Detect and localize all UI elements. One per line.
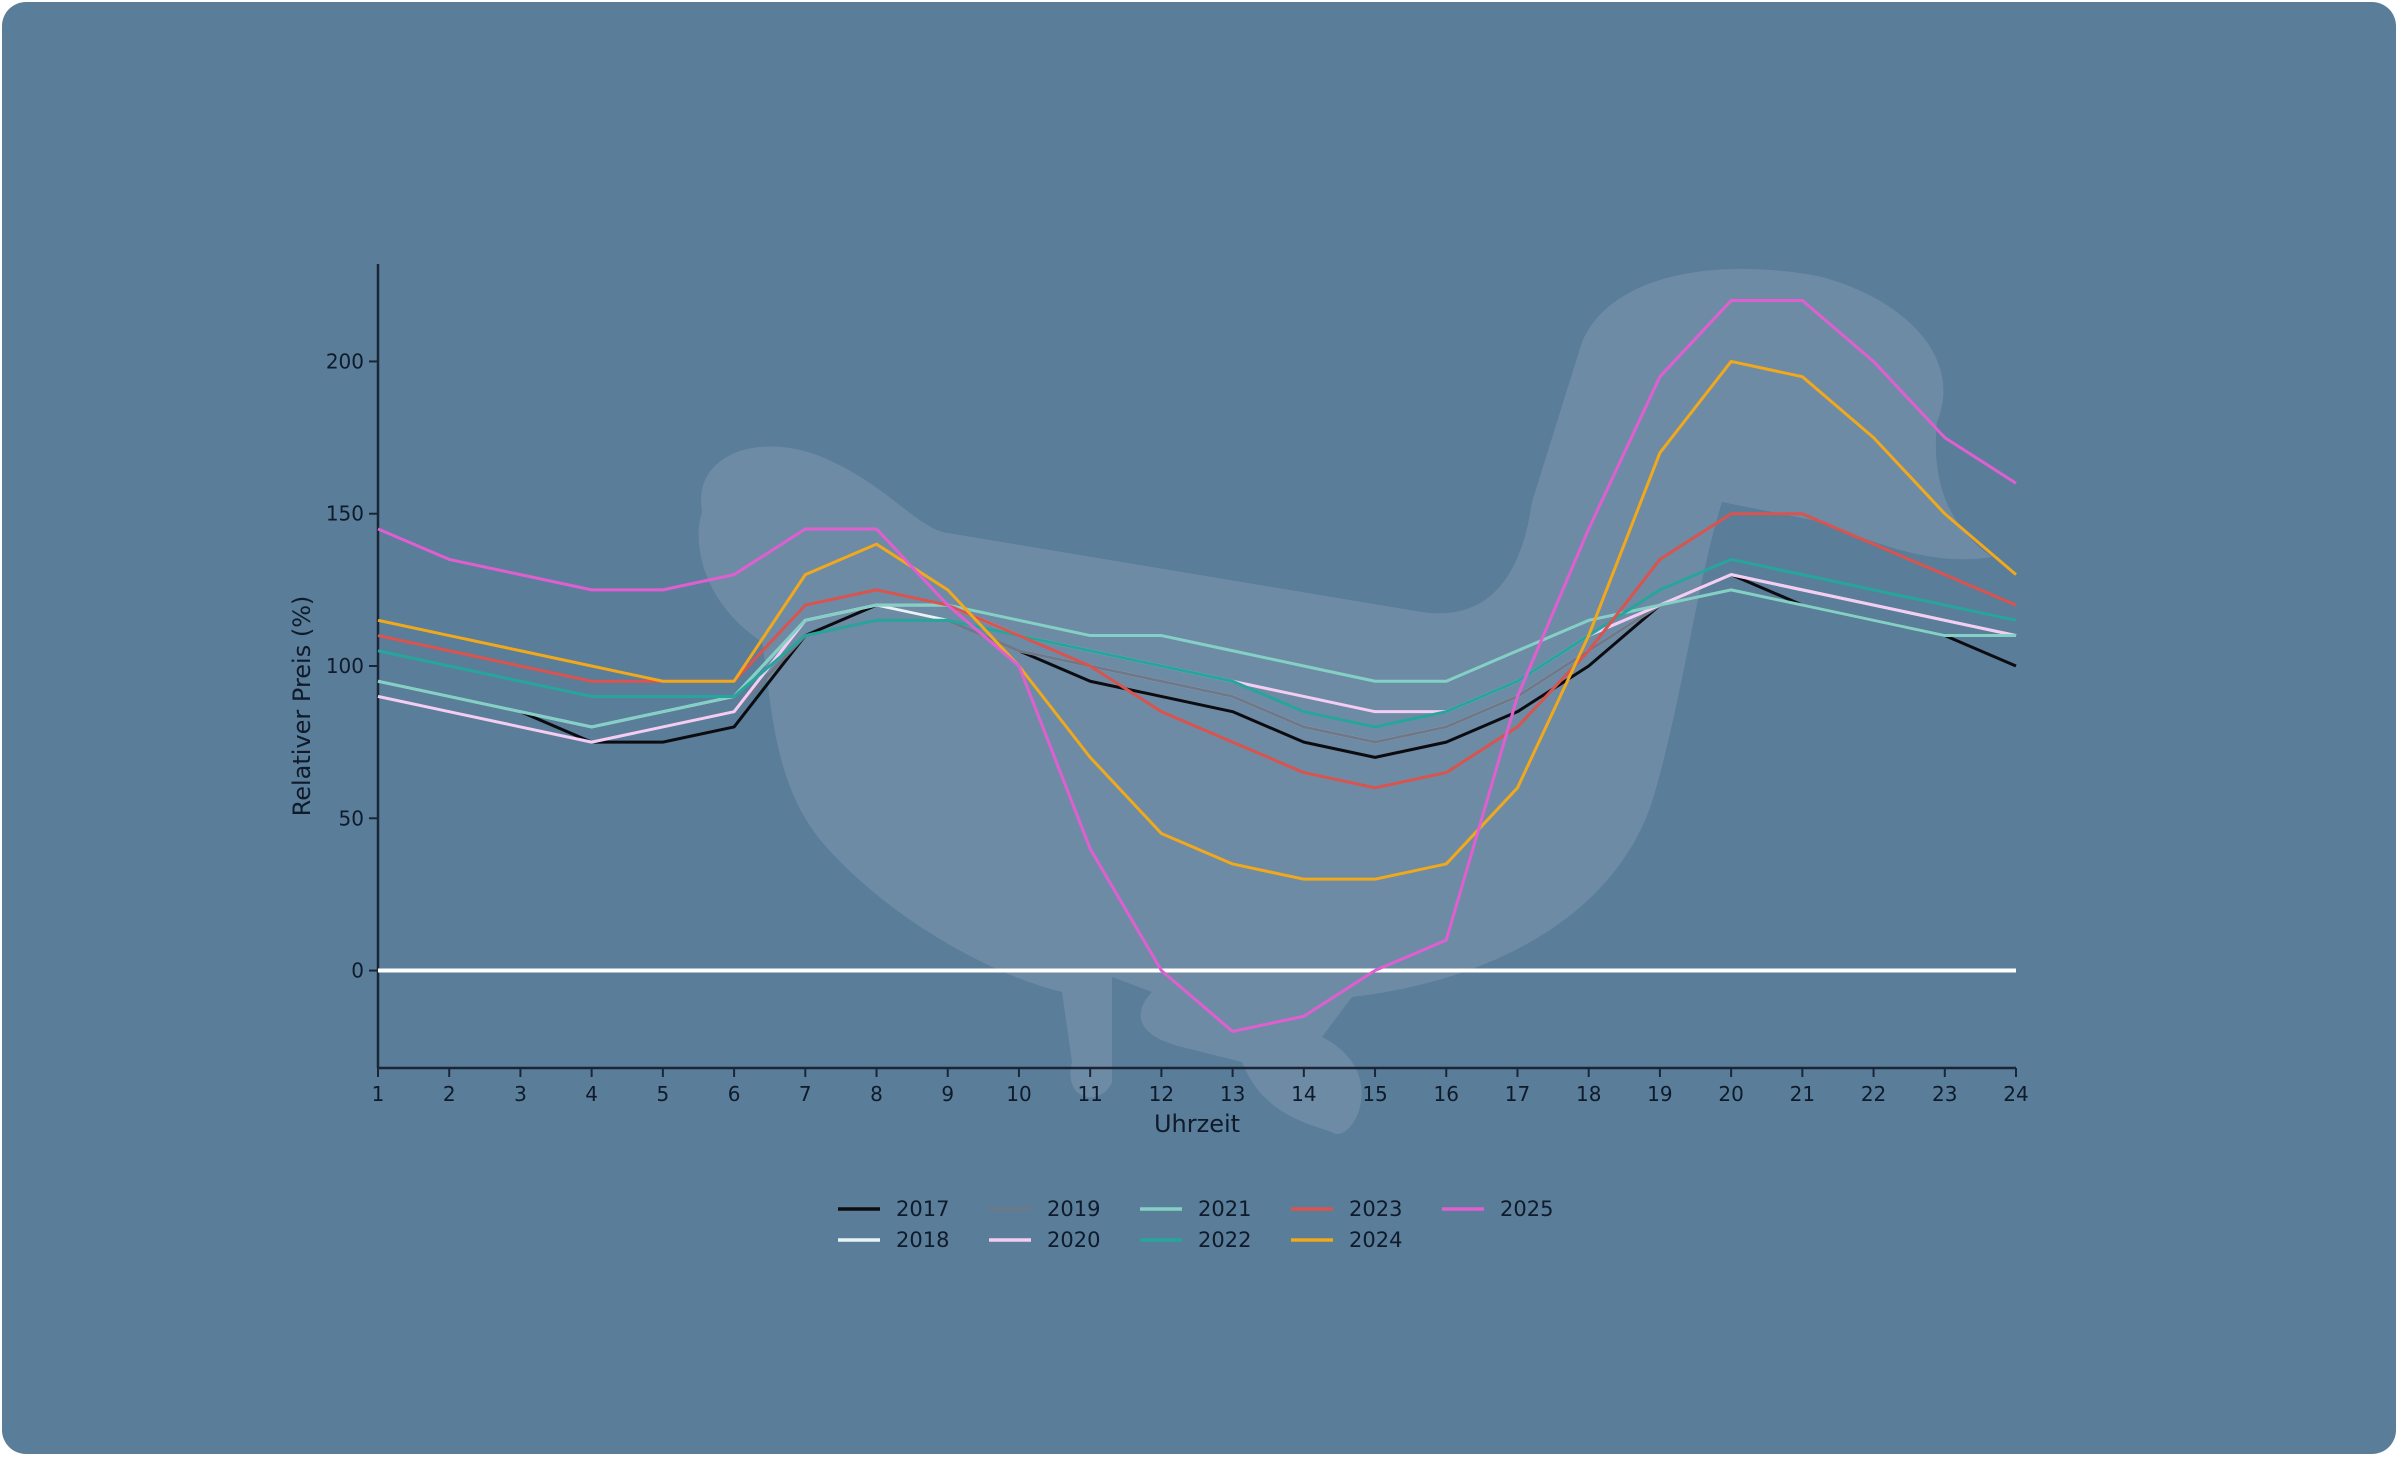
duck-watermark-icon: [698, 268, 1993, 1134]
y-tick-label: 50: [339, 806, 364, 830]
x-tick-label: 14: [1291, 1082, 1316, 1106]
x-tick-label: 16: [1434, 1082, 1459, 1106]
x-tick-label: 1: [372, 1082, 385, 1106]
legend: 2017 2018 2019 2020 2021 2022 2023 2024 2025: [838, 1197, 1553, 1252]
x-tick-label: 9: [941, 1082, 954, 1106]
x-tick-label: 10: [1006, 1082, 1031, 1106]
y-axis-title: Relativer Preis (%): [288, 596, 316, 817]
legend-label-2018: 2018: [896, 1228, 949, 1252]
x-tick-label: 17: [1505, 1082, 1530, 1106]
series-line-2021: [377, 588, 2016, 729]
series-line-2022: [377, 557, 2017, 729]
legend-label-2019: 2019: [1047, 1197, 1100, 1221]
series-line-2024: [377, 359, 2017, 881]
y-tick-label: 100: [326, 654, 364, 678]
x-tick-label: 21: [1790, 1082, 1815, 1106]
x-tick-label: 8: [870, 1082, 883, 1106]
x-tick-label: 24: [2003, 1082, 2028, 1106]
legend-label-2017: 2017: [896, 1197, 949, 1221]
legend-label-2024: 2024: [1349, 1228, 1402, 1252]
legend-label-2022: 2022: [1198, 1228, 1251, 1252]
series-line-2023: [377, 512, 2017, 790]
legend-label-2021: 2021: [1198, 1197, 1251, 1221]
legend-label-2025: 2025: [1500, 1197, 1553, 1221]
x-tick-label: 4: [585, 1082, 598, 1106]
x-tick-label: 5: [657, 1082, 670, 1106]
x-axis-title: Uhrzeit: [1154, 1110, 1240, 1138]
x-tick-label: 6: [728, 1082, 741, 1106]
legend-label-2020: 2020: [1047, 1228, 1100, 1252]
x-tick-label: 18: [1576, 1082, 1601, 1106]
series-line-2025: [377, 299, 2017, 1033]
x-tick-label: 15: [1362, 1082, 1387, 1106]
x-tick-label: 11: [1077, 1082, 1102, 1106]
y-tick-label: 200: [326, 349, 364, 373]
legend-label-2023: 2023: [1349, 1197, 1402, 1221]
x-tick-label: 20: [1718, 1082, 1743, 1106]
x-tick-label: 7: [799, 1082, 812, 1106]
y-tick-label: 0: [351, 959, 364, 983]
series-line-2017: [377, 573, 2017, 759]
x-tick-label: 19: [1647, 1082, 1672, 1106]
series-group: [377, 299, 2017, 1033]
y-tick-label: 150: [326, 502, 364, 526]
x-tick-label: 22: [1861, 1082, 1886, 1106]
x-tick-label: 12: [1149, 1082, 1174, 1106]
x-tick-label: 3: [514, 1082, 527, 1106]
x-tick-label: 23: [1932, 1082, 1957, 1106]
x-tick-label: 2: [443, 1082, 456, 1106]
x-tick-label: 13: [1220, 1082, 1245, 1106]
